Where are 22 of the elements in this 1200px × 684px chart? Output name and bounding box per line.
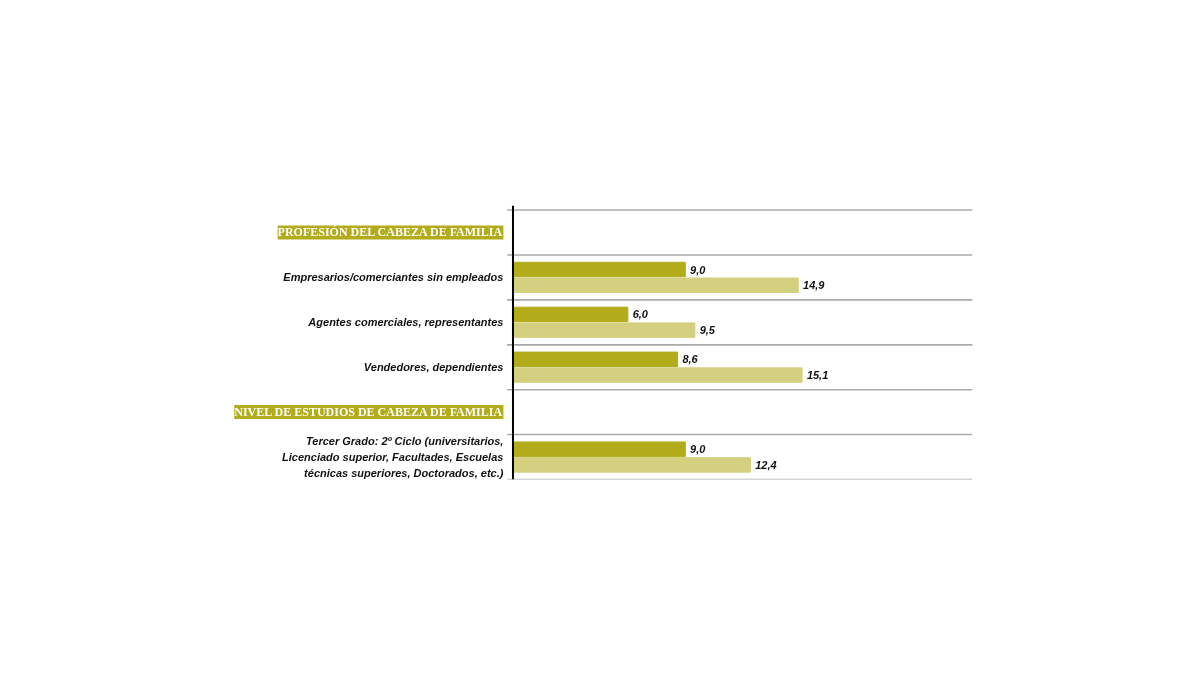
y-tick-label: PROFESIÓN DEL CABEZA DE FAMILIA bbox=[277, 225, 503, 240]
bar bbox=[512, 441, 686, 457]
bar bbox=[512, 306, 629, 323]
y-tick-label: Tercer Grado: 2º Ciclo (universitarios, Licenciado superior, Facultades, Escuelas técnicas superiores, Doctorados, etc.) bbox=[282, 435, 504, 479]
data-label: 9,0 bbox=[690, 263, 707, 276]
bar bbox=[512, 367, 803, 383]
data-label: 6,0 bbox=[632, 308, 649, 321]
bar bbox=[512, 457, 751, 473]
data-label: 8,6 bbox=[682, 353, 699, 366]
data-label: 14,9 bbox=[803, 279, 826, 292]
bar bbox=[512, 277, 799, 293]
y-tick-label: Agentes comerciales, representantes bbox=[307, 316, 504, 329]
bar bbox=[512, 322, 696, 338]
y-tick-label: Vendedores, dependientes bbox=[363, 361, 504, 374]
data-label: 15,1 bbox=[806, 369, 829, 382]
y-tick-label: Empresarios/comerciantes sin empleados bbox=[283, 271, 504, 284]
data-label: 9,0 bbox=[690, 443, 707, 456]
bar bbox=[512, 261, 686, 278]
data-label: 9,5 bbox=[699, 324, 716, 337]
y-tick-label: NIVEL DE ESTUDIOS DE CABEZA DE FAMILIA bbox=[234, 405, 503, 420]
data-label: 12,4 bbox=[755, 458, 777, 471]
bar bbox=[512, 351, 679, 368]
